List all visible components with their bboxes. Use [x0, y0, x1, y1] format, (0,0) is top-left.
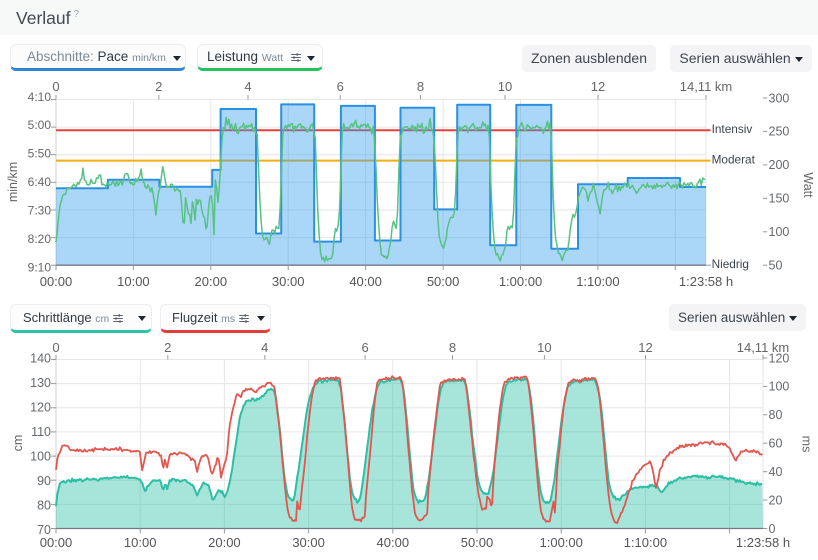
- svg-text:70: 70: [37, 523, 51, 537]
- svg-text:50:00: 50:00: [427, 274, 460, 289]
- svg-text:1:00:00: 1:00:00: [540, 535, 583, 550]
- svg-text:90: 90: [37, 474, 51, 488]
- svg-text:150: 150: [769, 192, 790, 206]
- svg-text:120: 120: [769, 351, 790, 365]
- svg-text:Intensiv: Intensiv: [712, 122, 753, 136]
- svg-text:30:00: 30:00: [272, 274, 305, 289]
- svg-text:50: 50: [769, 259, 783, 273]
- svg-text:0: 0: [52, 340, 59, 355]
- svg-text:10: 10: [537, 340, 551, 355]
- svg-text:4: 4: [261, 340, 268, 355]
- svg-text:00:00: 00:00: [40, 274, 73, 289]
- svg-text:14,11 km: 14,11 km: [680, 79, 733, 94]
- svg-text:Watt: Watt: [801, 172, 815, 198]
- svg-text:100: 100: [30, 449, 51, 463]
- svg-text:50:00: 50:00: [461, 535, 494, 550]
- svg-text:6: 6: [337, 79, 344, 94]
- svg-text:min/km: min/km: [6, 162, 20, 202]
- svg-text:1:00:00: 1:00:00: [499, 274, 542, 289]
- svg-text:40: 40: [769, 465, 783, 479]
- svg-text:9:10: 9:10: [28, 260, 52, 274]
- svg-text:250: 250: [769, 125, 790, 139]
- svg-text:1:23:58 h: 1:23:58 h: [736, 535, 790, 550]
- svg-text:130: 130: [30, 376, 51, 390]
- svg-text:0: 0: [769, 522, 776, 536]
- svg-text:120: 120: [30, 400, 51, 414]
- svg-text:6:40: 6:40: [28, 175, 52, 189]
- svg-text:10: 10: [498, 79, 512, 94]
- svg-text:60: 60: [769, 437, 783, 451]
- svg-text:4:10: 4:10: [28, 90, 52, 104]
- svg-text:300: 300: [769, 91, 790, 105]
- svg-text:2: 2: [164, 340, 171, 355]
- svg-text:40:00: 40:00: [349, 274, 382, 289]
- svg-text:6: 6: [361, 340, 368, 355]
- svg-text:30:00: 30:00: [292, 535, 325, 550]
- svg-text:Niedrig: Niedrig: [712, 257, 749, 271]
- svg-text:1:10:00: 1:10:00: [576, 274, 619, 289]
- svg-text:80: 80: [37, 498, 51, 512]
- svg-text:100: 100: [769, 380, 790, 394]
- svg-text:8: 8: [449, 340, 456, 355]
- svg-text:12: 12: [591, 79, 605, 94]
- svg-text:7:30: 7:30: [28, 204, 52, 218]
- svg-text:100: 100: [769, 225, 790, 239]
- svg-text:20:00: 20:00: [195, 274, 228, 289]
- svg-text:8: 8: [417, 79, 424, 94]
- svg-text:14,11 km: 14,11 km: [737, 340, 790, 355]
- svg-text:5:00: 5:00: [28, 118, 52, 132]
- svg-text:10:00: 10:00: [124, 535, 157, 550]
- svg-text:ms: ms: [800, 436, 814, 453]
- svg-text:0: 0: [52, 79, 59, 94]
- svg-text:140: 140: [30, 351, 51, 365]
- svg-text:110: 110: [31, 425, 51, 439]
- svg-text:20: 20: [769, 493, 783, 507]
- svg-text:4: 4: [244, 79, 251, 94]
- svg-text:20:00: 20:00: [208, 535, 241, 550]
- svg-text:1:10:00: 1:10:00: [624, 535, 667, 550]
- svg-text:12: 12: [638, 340, 652, 355]
- svg-text:10:00: 10:00: [117, 274, 150, 289]
- svg-text:2: 2: [155, 79, 162, 94]
- svg-text:cm: cm: [11, 435, 25, 452]
- svg-text:8:20: 8:20: [28, 232, 52, 246]
- svg-text:200: 200: [769, 158, 790, 172]
- svg-text:1:23:58 h: 1:23:58 h: [679, 274, 733, 289]
- svg-text:40:00: 40:00: [377, 535, 410, 550]
- svg-text:5:50: 5:50: [28, 147, 52, 161]
- svg-text:00:00: 00:00: [40, 535, 73, 550]
- svg-text:80: 80: [769, 408, 783, 422]
- svg-text:Moderat: Moderat: [712, 153, 756, 167]
